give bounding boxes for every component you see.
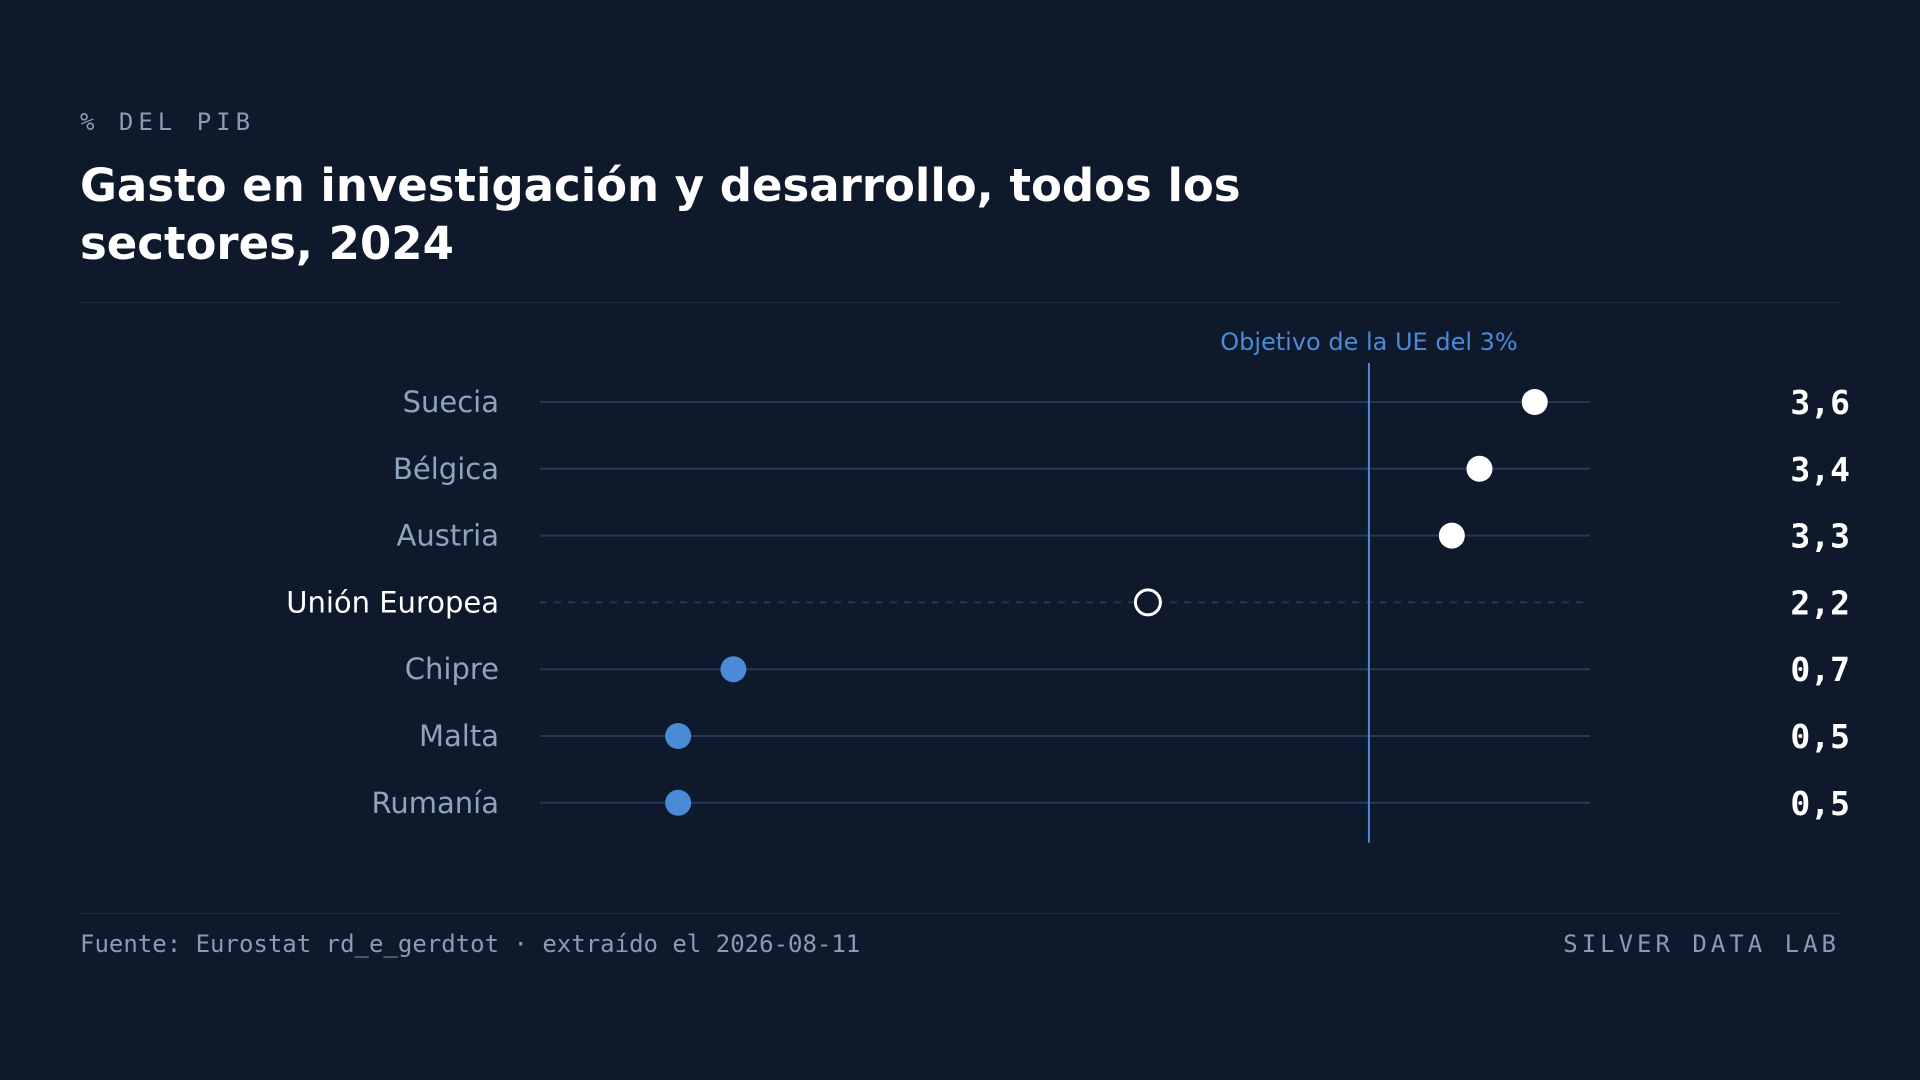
- data-point: [665, 789, 692, 816]
- brand-label: SILVER DATA LAB: [1563, 930, 1840, 958]
- category-label: Chipre: [405, 652, 499, 686]
- category-label: Bélgica: [393, 452, 499, 486]
- data-point: [1438, 522, 1465, 549]
- chart-title: Gasto en investigación y desarrollo, tod…: [80, 159, 1241, 270]
- footer-divider: [80, 913, 1840, 914]
- data-point: [1521, 389, 1548, 415]
- category-label: Austria: [397, 519, 499, 553]
- category-label: Suecia: [403, 385, 499, 419]
- data-point: [1466, 455, 1493, 482]
- data-point: [1133, 588, 1162, 617]
- value-label: 3,6: [1790, 383, 1850, 422]
- reference-line-label: Objetivo de la UE del 3%: [1220, 328, 1518, 356]
- chart-kicker: % DEL PIB: [80, 108, 256, 136]
- value-label: 0,7: [1790, 650, 1850, 689]
- value-label: 0,5: [1790, 784, 1850, 823]
- data-point: [665, 723, 692, 749]
- data-point: [720, 656, 747, 683]
- value-label: 3,4: [1790, 450, 1850, 489]
- value-label: 0,5: [1790, 717, 1850, 756]
- value-label: 3,3: [1790, 517, 1850, 556]
- category-label: Unión Europea: [286, 585, 499, 619]
- value-label: 2,2: [1790, 583, 1850, 622]
- category-label: Malta: [419, 719, 499, 753]
- source-note: Fuente: Eurostat rd_e_gerdtot · extraído…: [80, 930, 861, 958]
- category-label: Rumanía: [372, 786, 499, 820]
- header-divider: [80, 302, 1840, 303]
